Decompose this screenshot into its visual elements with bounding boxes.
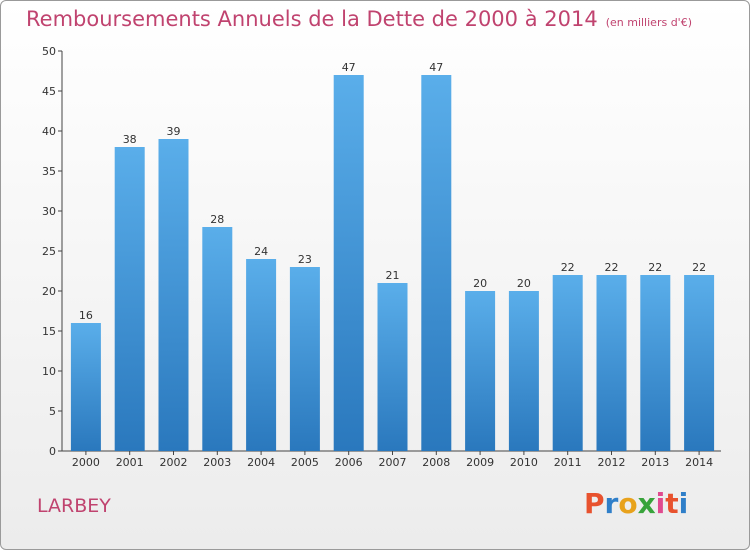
x-tick-label: 2005	[291, 456, 319, 469]
x-tick-label: 2013	[641, 456, 669, 469]
y-tick-label: 20	[42, 285, 56, 298]
value-label: 22	[561, 261, 575, 274]
value-label: 38	[123, 133, 137, 146]
y-tick-label: 25	[42, 245, 56, 258]
x-tick-label: 2003	[203, 456, 231, 469]
bar-2012	[596, 275, 627, 451]
x-tick-label: 2001	[116, 456, 144, 469]
brand-logo: Proxiti	[584, 487, 689, 520]
value-label: 20	[473, 277, 487, 290]
y-tick-label: 5	[49, 405, 56, 418]
x-tick-label: 2007	[379, 456, 407, 469]
value-label: 22	[692, 261, 706, 274]
bar-2004	[246, 259, 277, 451]
y-tick-label: 35	[42, 165, 56, 178]
y-tick-label: 40	[42, 125, 56, 138]
y-tick-label: 50	[42, 45, 56, 58]
bar-2013	[640, 275, 671, 451]
value-label: 47	[429, 61, 443, 74]
x-tick-label: 2012	[598, 456, 626, 469]
bar-2005	[289, 267, 320, 451]
value-label: 24	[254, 245, 268, 258]
bar-2001	[114, 147, 145, 451]
x-tick-label: 2010	[510, 456, 538, 469]
x-tick-label: 2011	[554, 456, 582, 469]
bar-2007	[377, 283, 408, 451]
value-label: 22	[648, 261, 662, 274]
bar-2009	[465, 291, 496, 451]
bar-2008	[421, 75, 452, 451]
y-tick-label: 10	[42, 365, 56, 378]
bar-2010	[508, 291, 539, 451]
y-tick-label: 30	[42, 205, 56, 218]
value-label: 28	[210, 213, 224, 226]
x-tick-label: 2004	[247, 456, 275, 469]
title-row: Remboursements Annuels de la Dette de 20…	[26, 7, 692, 31]
value-label: 39	[167, 125, 181, 138]
x-tick-label: 2002	[160, 456, 188, 469]
labels-layer: 2000 16 2001 38 2002 39 2003 28 2004 24 2005 23 2006…	[72, 61, 713, 469]
value-label: 47	[342, 61, 356, 74]
y-tick-label: 45	[42, 85, 56, 98]
bar-2003	[202, 227, 233, 451]
bar-2000	[70, 323, 101, 451]
bars-layer	[70, 75, 715, 451]
bar-2002	[158, 139, 189, 451]
value-label: 16	[79, 309, 93, 322]
bar-2014	[684, 275, 715, 451]
value-label: 23	[298, 253, 312, 266]
bar-2006	[333, 75, 364, 451]
place-name: LARBEY	[37, 495, 111, 517]
x-tick-label: 2008	[422, 456, 450, 469]
value-label: 20	[517, 277, 531, 290]
chart-unit: (en milliers d'€)	[605, 16, 692, 29]
x-tick-label: 2014	[685, 456, 713, 469]
x-tick-label: 2000	[72, 456, 100, 469]
y-tick-label: 0	[49, 445, 56, 458]
bar-2011	[552, 275, 583, 451]
y-tick-label: 15	[42, 325, 56, 338]
chart-title: Remboursements Annuels de la Dette de 20…	[26, 7, 598, 31]
x-tick-label: 2006	[335, 456, 363, 469]
value-label: 21	[386, 269, 400, 282]
value-label: 22	[605, 261, 619, 274]
x-tick-label: 2009	[466, 456, 494, 469]
